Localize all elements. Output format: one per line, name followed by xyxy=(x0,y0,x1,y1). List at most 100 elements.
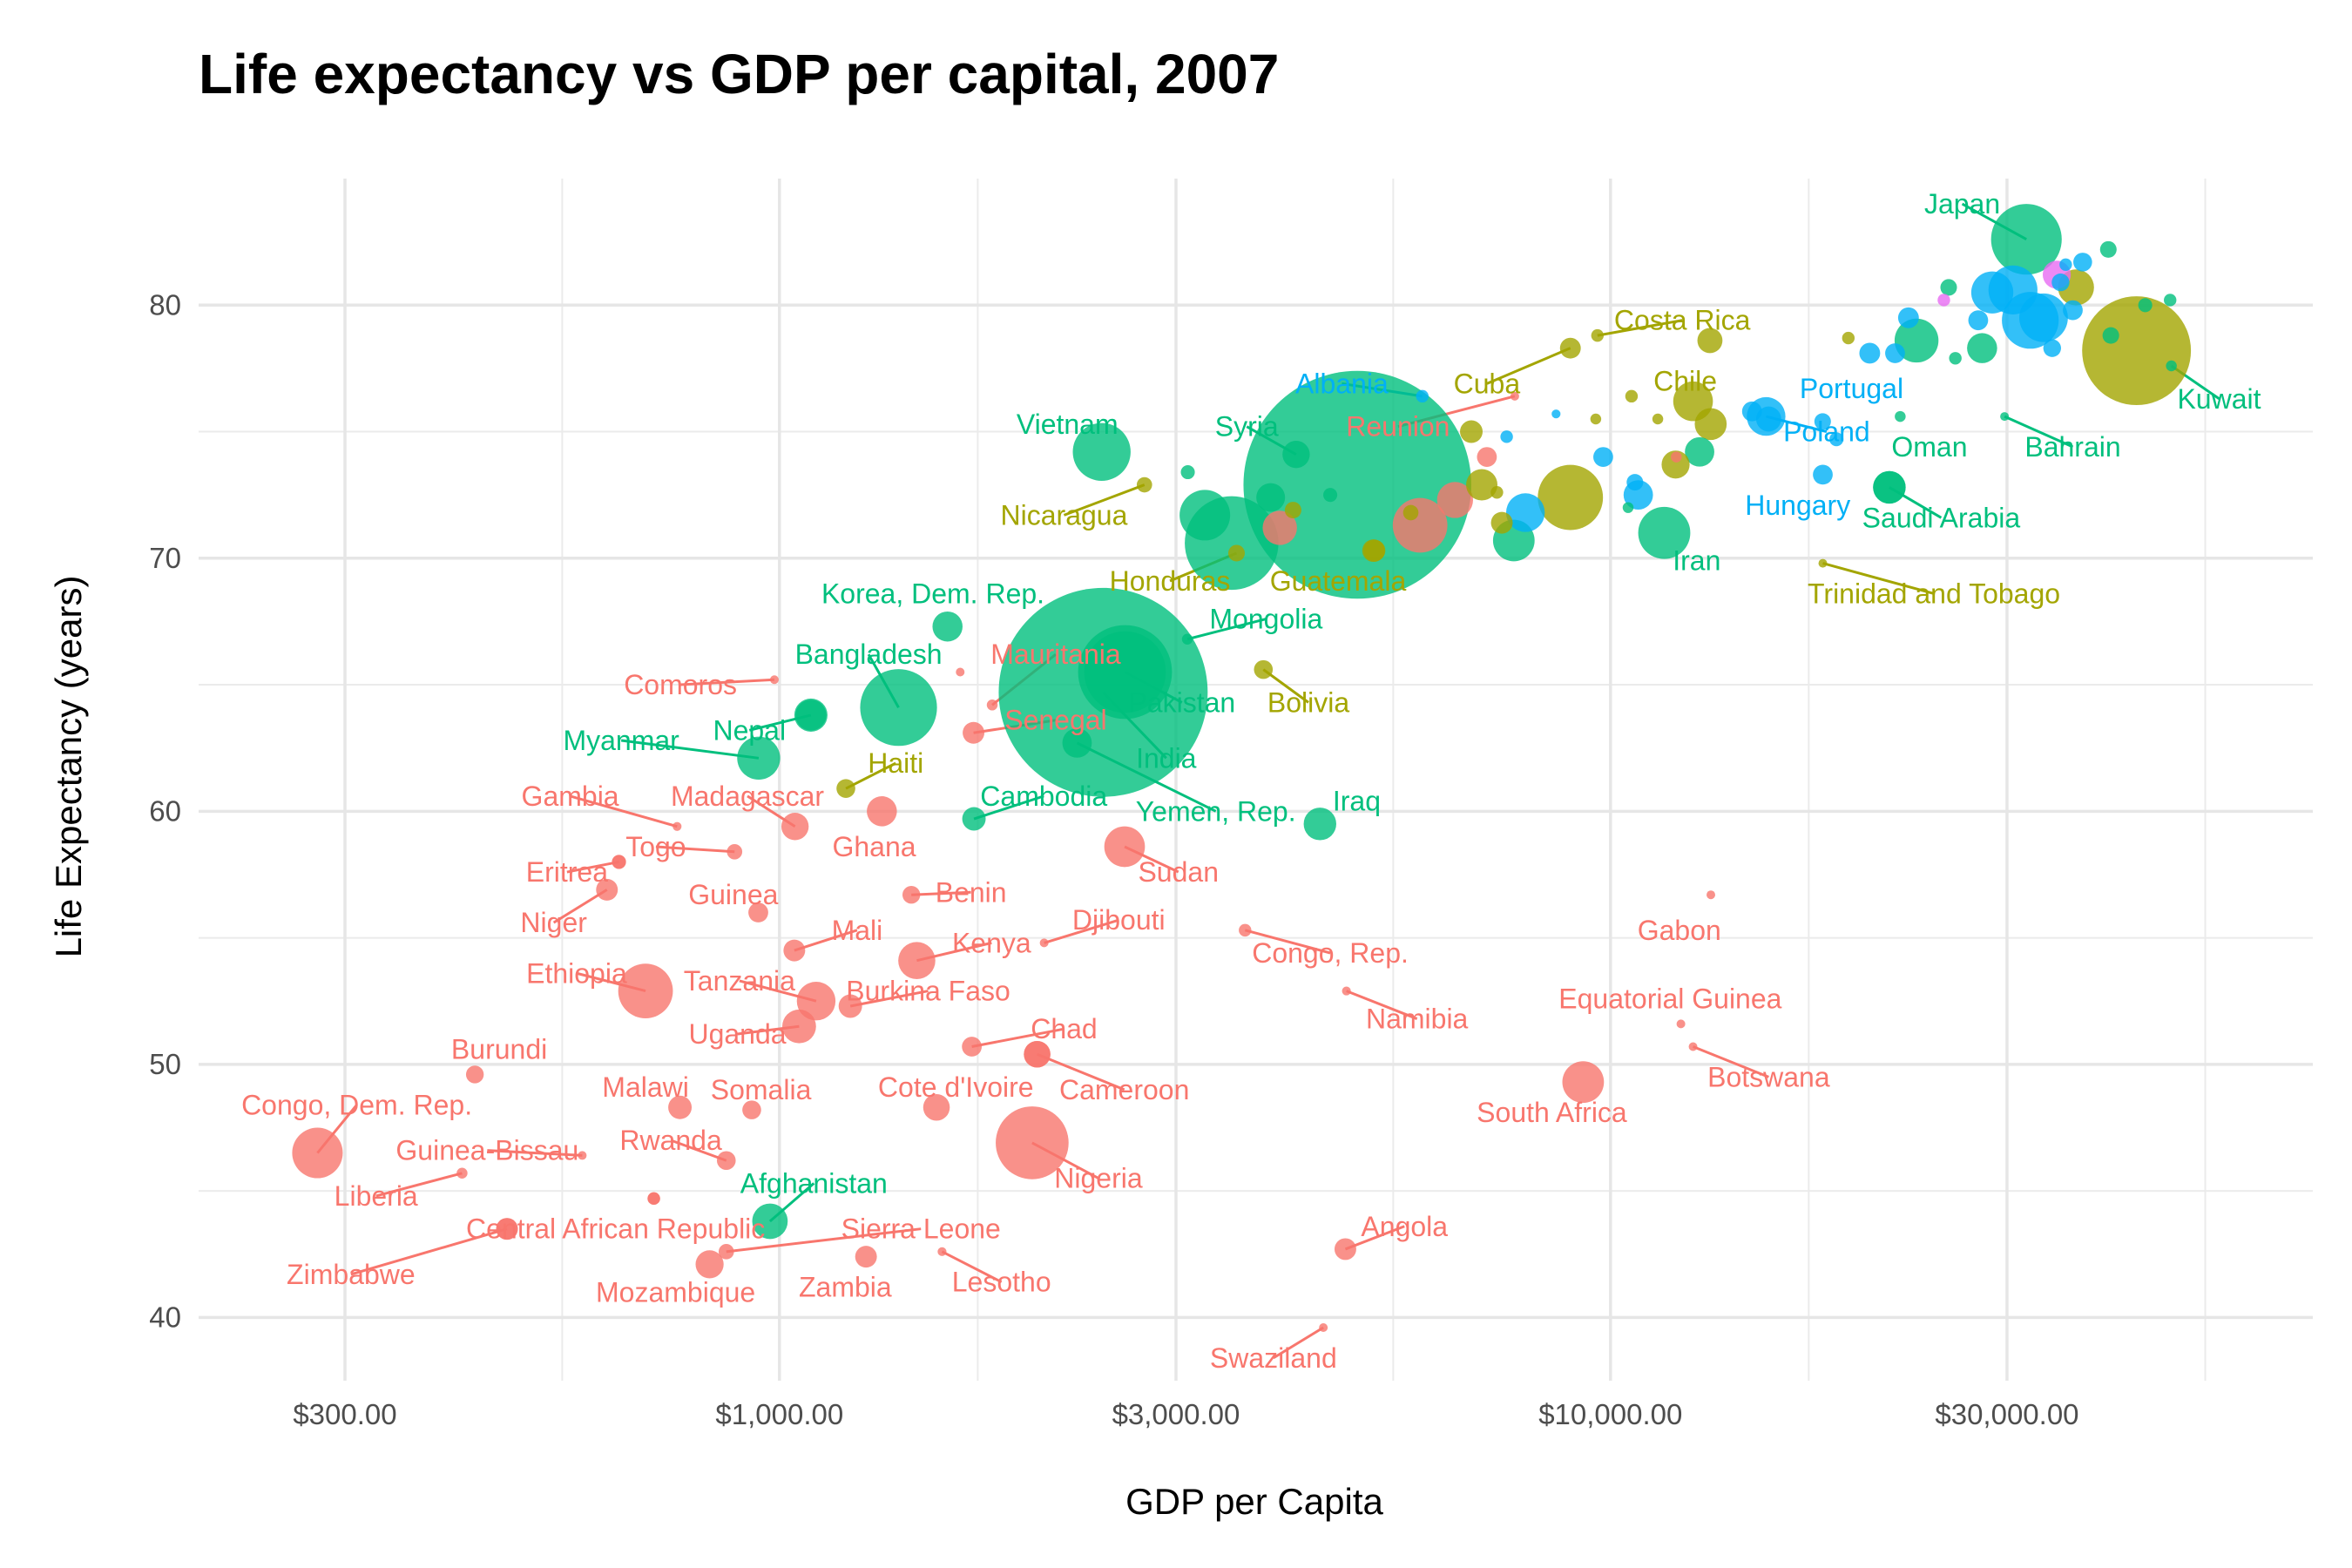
point-label: Liberia xyxy=(335,1180,418,1212)
data-point xyxy=(1562,1061,1605,1104)
data-point xyxy=(752,1203,788,1240)
label-leader-line xyxy=(680,678,775,686)
point-label: Uganda xyxy=(688,1018,786,1050)
data-point xyxy=(1342,986,1351,996)
data-point xyxy=(2059,258,2072,271)
data-points xyxy=(292,204,2192,1332)
label-leader-line xyxy=(1273,1326,1324,1360)
data-point xyxy=(1671,451,1682,463)
data-point xyxy=(748,902,768,923)
data-point xyxy=(1949,352,1962,365)
point-label: Vietnam xyxy=(1017,409,1119,440)
point-label: Chad xyxy=(1031,1013,1098,1044)
data-point xyxy=(1538,464,1604,531)
data-point xyxy=(1181,633,1193,645)
data-point xyxy=(1625,389,1639,403)
data-point xyxy=(1685,436,1714,467)
data-point xyxy=(496,1218,518,1240)
data-point xyxy=(902,886,921,904)
data-point xyxy=(783,939,806,962)
point-label: Haiti xyxy=(868,747,923,779)
data-point xyxy=(937,1247,947,1256)
data-point xyxy=(1593,447,1613,467)
label-leader-line xyxy=(375,1172,463,1198)
point-label: Burundi xyxy=(451,1033,547,1064)
data-point xyxy=(1813,464,1833,485)
y-tick-label: 50 xyxy=(149,1048,181,1080)
x-tick-label: $300.00 xyxy=(293,1398,396,1430)
data-point xyxy=(781,1009,816,1044)
data-point xyxy=(596,878,618,901)
point-label: Guatemala xyxy=(1270,565,1407,597)
point-label: Togo xyxy=(625,831,686,862)
data-point xyxy=(737,736,781,780)
data-point xyxy=(2166,360,2177,372)
data-point xyxy=(1741,401,1762,422)
point-label: Myanmar xyxy=(563,725,679,756)
data-point xyxy=(1239,923,1252,937)
point-labels: Japan Kuwait Costa Rica Cuba Chile Portugal Po… xyxy=(241,188,2261,1374)
point-label: Saudi Arabia xyxy=(1862,502,2021,533)
data-point xyxy=(1363,539,1386,562)
label-leader-line xyxy=(1037,1052,1125,1092)
point-label: Congo, Dem. Rep. xyxy=(241,1089,472,1120)
point-label: Malawi xyxy=(602,1071,689,1103)
point-label: Madagascar xyxy=(671,781,824,812)
label-leader-line xyxy=(941,1250,1003,1284)
data-point xyxy=(1282,440,1310,469)
data-point xyxy=(1460,420,1483,443)
data-point xyxy=(2051,273,2070,292)
point-label: Ghana xyxy=(832,831,916,862)
data-point xyxy=(465,1065,484,1084)
label-leader-line xyxy=(794,929,858,952)
data-point xyxy=(456,1167,468,1179)
point-label: Namibia xyxy=(1366,1004,1469,1035)
y-tick-label: 70 xyxy=(149,542,181,574)
data-point xyxy=(1284,502,1301,519)
data-point xyxy=(1638,506,1691,559)
data-point xyxy=(860,669,937,747)
point-label: Zimbabwe xyxy=(287,1259,416,1290)
data-point xyxy=(1256,483,1286,512)
point-label: Albania xyxy=(1295,368,1389,399)
data-point xyxy=(986,700,998,711)
data-point xyxy=(1254,659,1274,679)
data-point xyxy=(836,779,855,798)
y-axis-title: Life Expectancy (years) xyxy=(48,576,89,958)
data-point xyxy=(2164,294,2177,307)
data-point xyxy=(1416,389,1429,403)
point-label: Reunion xyxy=(1346,411,1450,443)
data-point xyxy=(1990,204,2062,275)
point-label: Afghanistan xyxy=(740,1167,888,1199)
data-point xyxy=(1551,409,1561,419)
label-leader-line xyxy=(1044,918,1119,944)
point-label: Mozambique xyxy=(596,1276,755,1308)
label-leader-line xyxy=(726,1227,922,1254)
data-point xyxy=(1024,1040,1051,1068)
point-label: Nigeria xyxy=(1054,1163,1143,1194)
data-point xyxy=(855,1246,877,1268)
data-point xyxy=(1505,493,1545,532)
point-label: Gambia xyxy=(522,781,619,812)
point-label: Sierra Leone xyxy=(841,1213,1001,1245)
label-leader-line xyxy=(655,845,735,854)
data-point xyxy=(1755,406,1781,432)
point-label: Pakistan xyxy=(1128,686,1235,718)
point-label: Burkina Faso xyxy=(846,976,1010,1007)
data-point xyxy=(2138,298,2153,313)
point-label: Djibouti xyxy=(1072,904,1166,936)
point-label: Rwanda xyxy=(619,1125,722,1156)
data-point xyxy=(1039,938,1049,948)
data-point xyxy=(1334,1238,1356,1260)
point-label: Kenya xyxy=(952,927,1031,958)
data-point xyxy=(1626,474,1644,491)
label-leader-line xyxy=(1486,347,1571,385)
data-point xyxy=(1262,510,1297,545)
data-point xyxy=(962,1037,983,1057)
data-point xyxy=(2043,339,2061,357)
data-point xyxy=(727,843,743,860)
data-point xyxy=(1490,511,1513,534)
data-point xyxy=(1104,826,1146,868)
data-point xyxy=(1323,488,1338,503)
data-point xyxy=(996,1106,1069,1179)
